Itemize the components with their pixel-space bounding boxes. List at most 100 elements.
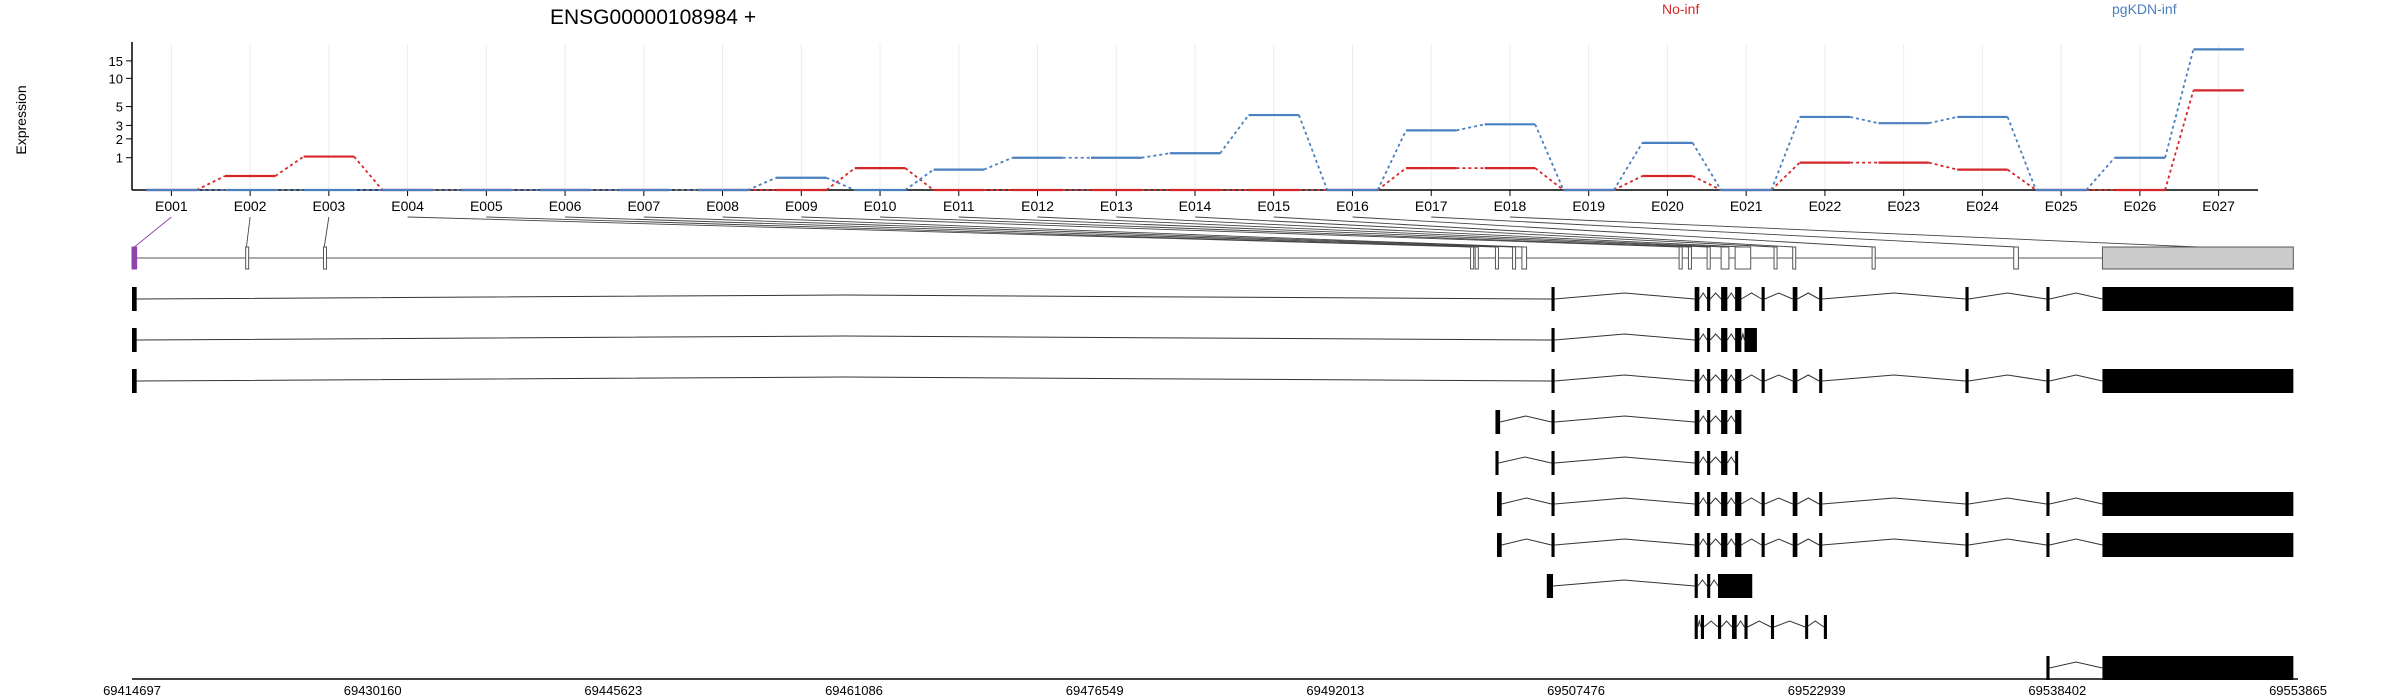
gene-model-exon	[2013, 246, 2019, 270]
transcript-exon	[1721, 492, 1728, 516]
exon-label: E001	[155, 198, 188, 214]
transcript-exon	[2102, 656, 2294, 680]
genomic-coordinate-axis: 69414697 69430160 69445623 69461086 69476549…	[103, 678, 2327, 698]
transcript-exon	[2102, 492, 2294, 516]
transcript-exon	[1694, 369, 1700, 393]
transcript-exon	[1707, 369, 1711, 393]
transcript-exon	[1735, 369, 1742, 393]
transcript-exon	[1965, 369, 1969, 393]
gene-model-exon	[1773, 246, 1778, 270]
intron-line	[1500, 415, 1552, 423]
transcript-exon	[1721, 451, 1728, 475]
gene-model-exon	[1720, 246, 1730, 270]
intron-line	[1822, 497, 1966, 505]
connector-segment	[1928, 161, 1958, 171]
intron-line	[1806, 620, 1825, 628]
exon-connector	[801, 216, 1681, 248]
y-tick-label: 3	[116, 118, 123, 133]
transcript-tracks	[132, 287, 2294, 680]
intron-line	[1741, 538, 1762, 546]
transcript-exon	[1707, 492, 1711, 516]
intron-line	[1764, 292, 1793, 300]
transcript-exon	[1551, 287, 1555, 311]
transcript-exon	[1965, 533, 1969, 557]
y-tick-label: 10	[109, 71, 123, 86]
exon-connector	[1509, 216, 2198, 248]
gene-model-exon	[1494, 246, 1499, 270]
transcript-exon	[1735, 410, 1742, 434]
grid-lines	[170, 44, 2220, 190]
exon-label: E004	[391, 198, 424, 214]
transcript	[1546, 574, 1753, 598]
intron-line	[1501, 497, 1552, 505]
exon-label: E017	[1415, 198, 1448, 214]
exon-label: E011	[943, 198, 975, 214]
transcript-exon	[1700, 615, 1705, 639]
exon-label: E016	[1336, 198, 1369, 214]
expression-series	[146, 48, 2244, 192]
intron-line	[1552, 579, 1695, 587]
coordinate-label: 69538402	[2028, 683, 2086, 698]
exon-connector	[722, 216, 1525, 248]
transcript-exon	[1819, 287, 1823, 311]
coordinate-label: 69445623	[584, 683, 642, 698]
connector-segment	[274, 155, 305, 177]
intron-line	[1741, 292, 1762, 300]
transcript-exon	[1721, 328, 1728, 352]
intron-line	[1968, 292, 2047, 300]
coordinate-label: 69553865	[2269, 683, 2327, 698]
intron-line	[1709, 292, 1722, 300]
exon-label: E020	[1651, 198, 1684, 214]
transcript	[1497, 492, 2294, 516]
transcript-exon	[1761, 492, 1765, 516]
transcript-exon	[1721, 533, 1728, 557]
connector-segment	[1141, 152, 1170, 159]
transcript	[132, 369, 2294, 393]
transcript-exon	[1546, 574, 1554, 598]
transcript-exon	[1707, 287, 1711, 311]
transcript-exon	[1551, 451, 1555, 475]
exon-label: E005	[470, 198, 503, 214]
exon-label: E012	[1021, 198, 1054, 214]
gene-model	[131, 246, 2294, 270]
intron-line	[1764, 538, 1793, 546]
connector-segment	[1691, 142, 1722, 191]
connector-segment	[826, 176, 856, 191]
connector-segment	[1613, 175, 1643, 191]
transcript-exon	[1694, 451, 1700, 475]
connector-segment	[1219, 114, 1250, 154]
intron-line	[1736, 620, 1745, 628]
legend-pgkdn-inf: pgKDN-inf	[2112, 1, 2177, 17]
intron-line	[1698, 292, 1708, 300]
exon-label: E019	[1572, 198, 1605, 214]
intron-line	[1797, 497, 1820, 505]
gene-model-exon	[1706, 246, 1711, 270]
transcript-exon	[1694, 287, 1700, 311]
connector-segment	[1534, 167, 1565, 191]
exon-connector	[486, 216, 1477, 248]
intron-line	[1697, 619, 1702, 628]
intron-line	[1726, 538, 1736, 546]
transcript-exon	[1707, 328, 1711, 352]
transcript-exon	[1551, 492, 1555, 516]
transcript-exon	[1735, 492, 1742, 516]
exon-label: E010	[864, 198, 897, 214]
intron-line	[1554, 374, 1695, 382]
intron-line	[2049, 292, 2103, 300]
transcript-exon	[132, 287, 137, 311]
intron-line	[2049, 661, 2103, 669]
exon-connector	[1116, 216, 1743, 248]
exon-label: E018	[1494, 198, 1527, 214]
exon-label: E014	[1179, 198, 1212, 214]
transcript-exon	[1721, 287, 1728, 311]
intron-line	[1726, 374, 1736, 382]
transcript-exon	[2102, 369, 2294, 393]
transcript-exon	[1792, 287, 1798, 311]
intron-line	[1726, 456, 1736, 464]
gene-model-exon	[1474, 246, 1479, 270]
exon-connector	[1352, 216, 1874, 248]
exon-label: E026	[2124, 198, 2157, 214]
exon-connector	[958, 216, 1709, 248]
connector-segment	[1377, 167, 1407, 191]
transcript	[132, 287, 2294, 311]
